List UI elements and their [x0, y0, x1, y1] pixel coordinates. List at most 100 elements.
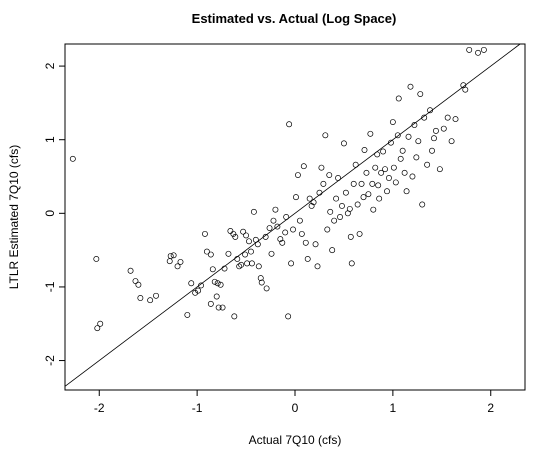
y-tick-label: -2: [43, 355, 57, 366]
data-point: [361, 147, 368, 153]
data-point: [236, 263, 243, 270]
data-point: [215, 304, 222, 311]
data-point: [372, 164, 379, 171]
data-point: [352, 161, 359, 168]
data-point: [397, 155, 404, 162]
data-point: [219, 304, 226, 311]
data-point: [378, 169, 385, 176]
data-point: [316, 189, 323, 196]
data-point: [202, 230, 208, 237]
data-point: [440, 125, 447, 132]
data-point: [337, 214, 343, 220]
data-point: [340, 140, 347, 147]
data-point: [480, 46, 487, 53]
data-point: [300, 163, 307, 170]
data-point: [331, 217, 338, 224]
x-tick-label: -1: [192, 401, 203, 415]
data-point: [288, 260, 295, 267]
data-point: [382, 166, 388, 173]
x-tick-label: 1: [390, 401, 397, 415]
data-point: [207, 251, 214, 258]
data-point: [387, 139, 394, 146]
data-point: [386, 175, 392, 181]
data-point: [97, 320, 104, 327]
data-point: [285, 313, 292, 320]
data-point: [392, 179, 399, 186]
x-tick-label: 0: [292, 401, 299, 415]
data-point: [69, 155, 76, 162]
data-point: [342, 189, 349, 196]
data-point: [346, 205, 353, 212]
data-point: [132, 278, 139, 284]
data-point: [213, 293, 220, 300]
data-point: [326, 172, 333, 178]
y-axis: -2 -1 0 1 2: [43, 62, 66, 366]
data-point: [242, 251, 249, 258]
data-point: [360, 194, 367, 201]
data-point: [177, 258, 184, 265]
data-point: [407, 83, 414, 90]
data-point: [356, 230, 363, 237]
data-point: [421, 114, 428, 121]
data-point: [231, 313, 238, 320]
data-point: [244, 260, 250, 267]
data-point: [203, 248, 210, 255]
data-point: [266, 225, 273, 231]
data-point: [302, 239, 309, 246]
data-point: [286, 121, 293, 128]
data-point: [333, 195, 340, 202]
data-point: [444, 114, 451, 121]
data-point: [174, 263, 181, 270]
data-point: [221, 265, 228, 272]
data-point: [432, 127, 439, 134]
data-point: [127, 267, 134, 274]
data-point: [254, 241, 261, 248]
data-point: [270, 217, 277, 224]
plot-frame: [64, 43, 526, 391]
data-point: [384, 188, 390, 195]
data-point: [452, 116, 459, 123]
data-point: [380, 148, 387, 155]
data-point: [365, 191, 372, 198]
data-point: [209, 266, 216, 273]
data-point: [153, 292, 159, 299]
y-tick-label: -1: [43, 281, 57, 292]
data-point: [274, 223, 281, 230]
data-point: [248, 248, 254, 255]
data-point: [262, 233, 269, 240]
y-tick-label: 1: [43, 136, 57, 143]
data-point: [230, 230, 237, 237]
data-point: [225, 250, 232, 257]
data-point: [376, 195, 383, 202]
data-point: [367, 130, 374, 137]
data-point: [207, 300, 214, 307]
data-point: [214, 280, 221, 287]
data-point: [462, 86, 469, 93]
data-point: [322, 132, 329, 139]
data-point: [411, 122, 418, 128]
data-point: [358, 180, 365, 187]
data-point: [258, 279, 265, 286]
data-point: [310, 199, 317, 206]
data-point: [255, 263, 262, 270]
data-point: [350, 180, 357, 187]
data-point: [314, 263, 321, 270]
data-point: [184, 311, 191, 318]
chart-title: Estimated vs. Actual (Log Space): [192, 11, 397, 26]
data-point: [234, 256, 241, 262]
data-point: [211, 278, 218, 285]
data-point: [327, 208, 334, 215]
data-point: [296, 217, 303, 224]
data-point: [324, 226, 331, 233]
data-point: [399, 147, 406, 154]
data-point: [279, 239, 286, 246]
data-point: [217, 281, 224, 288]
y-axis-label: LTLR Estimated 7Q10 (cfs): [7, 145, 21, 290]
data-point: [370, 206, 377, 213]
data-point: [308, 203, 315, 209]
data-point: [240, 228, 247, 235]
data-point: [395, 95, 402, 102]
data-point: [389, 119, 396, 125]
data-point: [390, 164, 397, 171]
data-point: [339, 203, 345, 209]
